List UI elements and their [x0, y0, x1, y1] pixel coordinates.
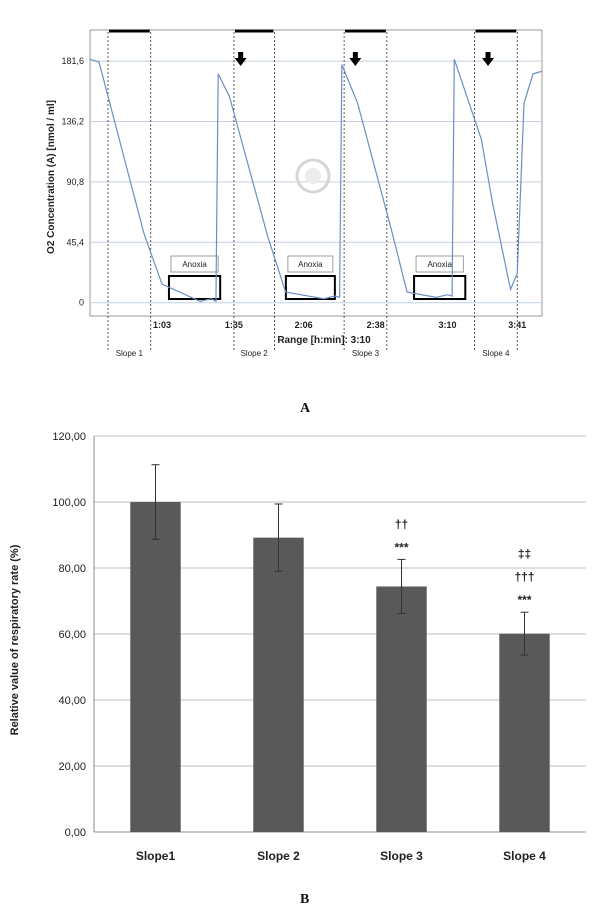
- anoxia-box: [284, 275, 336, 300]
- slope-label: Slope 4: [482, 349, 510, 358]
- down-arrow-icon: [349, 52, 362, 66]
- anoxia-label: Anoxia: [427, 260, 452, 269]
- anoxia-label: Anoxia: [298, 260, 323, 269]
- category-label: Slope 3: [380, 849, 423, 863]
- down-arrow-icon: [234, 52, 247, 66]
- error-bar: [274, 503, 283, 572]
- watermark: [295, 158, 331, 194]
- anoxia-box: [413, 275, 467, 300]
- error-bar: [520, 611, 529, 656]
- x-axis-label: Range [h:min]: 3:10: [277, 335, 371, 346]
- x-tick-label: 1:03: [153, 320, 171, 330]
- category-label: Slope1: [136, 849, 176, 863]
- x-tick-label: 3:41: [508, 320, 526, 330]
- x-tick-label: 1:35: [225, 320, 243, 330]
- slope-window: Slope 1: [107, 29, 152, 358]
- y-tick-label: 20,00: [58, 761, 86, 773]
- slope-window: Slope 4: [474, 29, 518, 358]
- x-tick-label: 3:10: [439, 320, 457, 330]
- reoxygenation-arrows: [234, 52, 495, 66]
- category-label: Slope 4: [503, 849, 546, 863]
- significance-mark: †††: [514, 570, 534, 584]
- significance-marks: †† *** ‡‡ ††† ***: [394, 517, 534, 607]
- anoxia-label: Anoxia: [182, 260, 207, 269]
- error-bars: [151, 464, 529, 656]
- slope-window: Slope 3: [343, 29, 388, 358]
- x-tick-label: 2:38: [367, 320, 385, 330]
- slope-label: Slope 2: [241, 349, 269, 358]
- error-bar: [151, 464, 160, 540]
- category-labels: Slope1 Slope 2 Slope 3 Slope 4: [136, 849, 546, 863]
- bar: [499, 633, 550, 832]
- y-tick-label: 90,8: [66, 177, 84, 187]
- y-tick-labels: 0 45,4 90,8 136,2 181,6: [61, 56, 84, 308]
- anoxia-marker: Anoxia: [413, 255, 467, 300]
- y-tick-label: 100,00: [52, 497, 86, 509]
- bar: [130, 502, 181, 832]
- y-tick-label: 40,00: [58, 695, 86, 707]
- y-tick-labels: 0,00 20,00 40,00 60,00 80,00 100,00 120,00: [52, 431, 86, 839]
- y-axis-label: O2 Concentration (A) [nmol / ml]: [46, 100, 57, 254]
- slope-window: Slope 2: [233, 29, 275, 358]
- bar: [253, 537, 304, 832]
- panel-label-b: B: [300, 892, 310, 907]
- significance-mark: ††: [395, 517, 408, 531]
- panel-label-a: A: [300, 401, 311, 416]
- plot-frame: [89, 29, 543, 317]
- oxygen-trace-chart: Slope 1 Slope 2 Slope 3 Slope 4 Anoxia Anoxi…: [46, 29, 543, 358]
- y-tick-label: 136,2: [61, 117, 84, 127]
- x-tick-label: 2:06: [295, 320, 313, 330]
- y-tick-label: 0: [79, 298, 84, 308]
- y-axis-label: Relative value of respiratory rate (%): [9, 544, 21, 735]
- grid-lines: [89, 29, 543, 317]
- anoxia-label-box: [287, 255, 334, 273]
- y-tick-label: 181,6: [61, 56, 84, 66]
- slope-windows: Slope 1 Slope 2 Slope 3 Slope 4: [107, 29, 518, 358]
- anoxia-label-box: [170, 255, 219, 273]
- y-tick-label: 0,00: [65, 827, 86, 839]
- bar: [376, 586, 427, 832]
- series-lines: [89, 58, 543, 303]
- y-tick-label: 120,00: [52, 431, 86, 443]
- y-tick-label: 45,4: [66, 237, 84, 247]
- slope-label: Slope 3: [352, 349, 380, 358]
- y-tick-label: 80,00: [58, 563, 86, 575]
- bars: [130, 502, 550, 832]
- slope-label: Slope 1: [116, 349, 144, 358]
- x-tick-labels: 1:03 1:35 2:06 2:38 3:10 3:41: [153, 320, 526, 330]
- o2-trace-line: [89, 58, 543, 303]
- down-arrow-icon: [482, 52, 495, 66]
- anoxia-label-box: [415, 255, 464, 273]
- y-tick-label: 60,00: [58, 629, 86, 641]
- significance-mark: ***: [394, 540, 408, 554]
- significance-mark: ***: [517, 593, 531, 607]
- anoxia-markers: Anoxia Anoxia Anoxia: [167, 255, 467, 300]
- error-bar: [397, 558, 406, 615]
- significance-mark: ‡‡: [518, 547, 531, 561]
- anoxia-marker: Anoxia: [284, 255, 336, 300]
- category-label: Slope 2: [257, 849, 300, 863]
